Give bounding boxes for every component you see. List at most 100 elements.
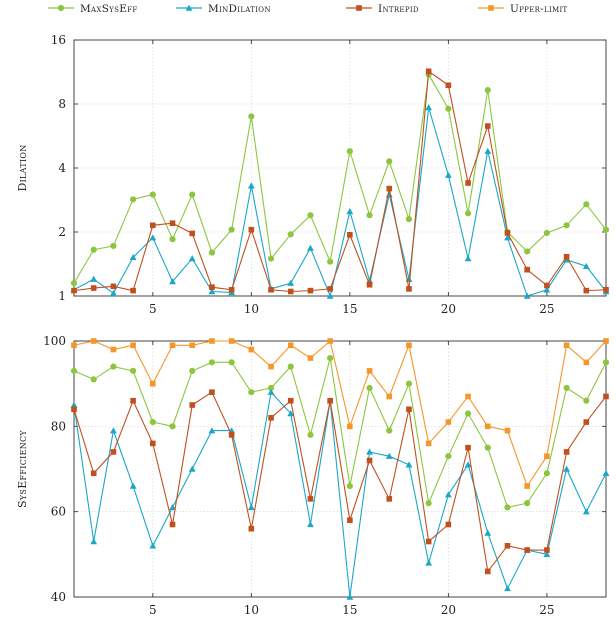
x-tick-label: 5 xyxy=(149,302,157,316)
data-point-maxsyseff xyxy=(386,427,393,434)
data-point-maxsyseff xyxy=(602,226,610,233)
data-point-upper-limit xyxy=(90,338,97,344)
x-tick-label: 15 xyxy=(342,603,357,617)
data-point-upper-limit xyxy=(130,342,136,349)
data-point-maxsyseff xyxy=(149,418,156,426)
data-point-intrepid xyxy=(445,521,452,528)
data-point-mindilation xyxy=(208,427,216,434)
data-point-intrepid xyxy=(287,288,294,295)
data-point-mindilation xyxy=(267,388,275,395)
data-point-upper-limit xyxy=(563,342,570,349)
data-point-maxsyseff xyxy=(287,363,294,370)
data-point-maxsyseff xyxy=(189,191,196,198)
data-point-mindilation xyxy=(523,292,531,299)
data-point-intrepid xyxy=(287,397,294,404)
data-point-maxsyseff xyxy=(366,384,373,392)
data-point-upper-limit xyxy=(406,342,412,349)
data-point-maxsyseff xyxy=(130,367,137,374)
data-point-maxsyseff xyxy=(248,389,255,396)
data-point-intrepid xyxy=(524,266,530,273)
data-point-intrepid xyxy=(603,393,609,400)
data-point-intrepid xyxy=(544,282,550,289)
data-point-mindilation xyxy=(129,482,137,489)
data-point-maxsyseff xyxy=(149,191,156,198)
data-point-intrepid xyxy=(268,415,274,421)
data-point-maxsyseff xyxy=(563,384,570,392)
legend-label: MaxSysEff xyxy=(80,3,137,15)
data-point-mindilation xyxy=(385,191,393,198)
data-point-upper-limit xyxy=(445,419,452,425)
y-axis-label: Dilation xyxy=(16,144,29,191)
data-point-intrepid xyxy=(425,68,432,75)
data-point-intrepid xyxy=(71,406,77,413)
data-point-upper-limit xyxy=(504,427,511,434)
data-point-upper-limit xyxy=(327,338,333,344)
data-point-mindilation xyxy=(366,448,373,455)
data-point-mindilation xyxy=(169,278,176,285)
data-point-intrepid xyxy=(209,389,215,395)
data-point-maxsyseff xyxy=(484,86,491,94)
data-point-maxsyseff xyxy=(405,215,413,223)
data-point-intrepid xyxy=(307,496,314,502)
data-point-intrepid xyxy=(504,543,511,549)
data-point-upper-limit xyxy=(287,342,294,349)
data-point-maxsyseff xyxy=(110,242,117,250)
data-point-mindilation xyxy=(188,465,196,472)
data-point-maxsyseff xyxy=(445,105,452,112)
data-point-mindilation xyxy=(208,288,216,295)
data-point-intrepid xyxy=(563,449,570,455)
data-point-mindilation xyxy=(444,171,452,178)
data-point-maxsyseff xyxy=(90,376,97,383)
data-point-mindilation xyxy=(346,207,354,215)
data-point-upper-limit xyxy=(347,423,353,430)
grid xyxy=(74,39,606,297)
data-point-mindilation xyxy=(444,491,452,498)
data-point-mindilation xyxy=(484,529,492,536)
data-point-intrepid xyxy=(228,286,235,293)
data-point-upper-limit xyxy=(169,342,176,349)
y-axis-label: SysEfficiency xyxy=(16,430,29,508)
data-point-mindilation xyxy=(247,182,255,189)
data-point-maxsyseff xyxy=(169,236,176,243)
data-point-maxsyseff xyxy=(543,229,550,237)
series-mindilation xyxy=(70,388,610,600)
data-point-maxsyseff xyxy=(228,226,235,233)
y-tick-label: 1 xyxy=(58,289,66,303)
data-point-upper-limit xyxy=(366,368,373,374)
data-point-intrepid xyxy=(248,226,255,233)
data-point-maxsyseff xyxy=(169,423,176,430)
data-point-intrepid xyxy=(110,449,117,455)
legend-label: Upper-limit xyxy=(510,3,568,15)
data-point-intrepid xyxy=(406,406,412,413)
legend-item-maxsyseff: MaxSysEff xyxy=(48,3,137,15)
series-maxsyseff xyxy=(70,354,610,511)
data-point-upper-limit xyxy=(524,483,530,489)
data-point-upper-limit xyxy=(544,453,550,459)
data-point-mindilation xyxy=(326,292,334,299)
y-tick-label: 8 xyxy=(58,97,66,111)
data-point-mindilation xyxy=(247,504,255,511)
data-point-intrepid xyxy=(504,230,511,236)
data-point-upper-limit xyxy=(583,359,590,366)
series-line-intrepid xyxy=(73,391,607,573)
data-point-intrepid xyxy=(189,402,196,408)
data-point-maxsyseff xyxy=(327,258,334,265)
data-point-maxsyseff xyxy=(70,367,78,374)
data-point-mindilation xyxy=(169,504,176,511)
data-point-upper-limit xyxy=(425,440,432,447)
legend-swatch-marker xyxy=(57,4,65,12)
data-point-intrepid xyxy=(465,444,471,451)
data-point-mindilation xyxy=(110,427,117,434)
data-point-intrepid xyxy=(110,283,117,290)
data-point-intrepid xyxy=(268,286,274,293)
x-tick-label: 20 xyxy=(441,603,456,617)
data-point-intrepid xyxy=(603,286,609,293)
data-point-maxsyseff xyxy=(307,431,314,438)
data-point-intrepid xyxy=(71,287,77,294)
data-point-maxsyseff xyxy=(524,248,531,255)
data-point-intrepid xyxy=(406,286,412,292)
data-point-maxsyseff xyxy=(327,354,334,362)
x-tick-label: 25 xyxy=(539,302,554,316)
data-point-intrepid xyxy=(150,440,156,447)
data-point-intrepid xyxy=(386,185,393,192)
